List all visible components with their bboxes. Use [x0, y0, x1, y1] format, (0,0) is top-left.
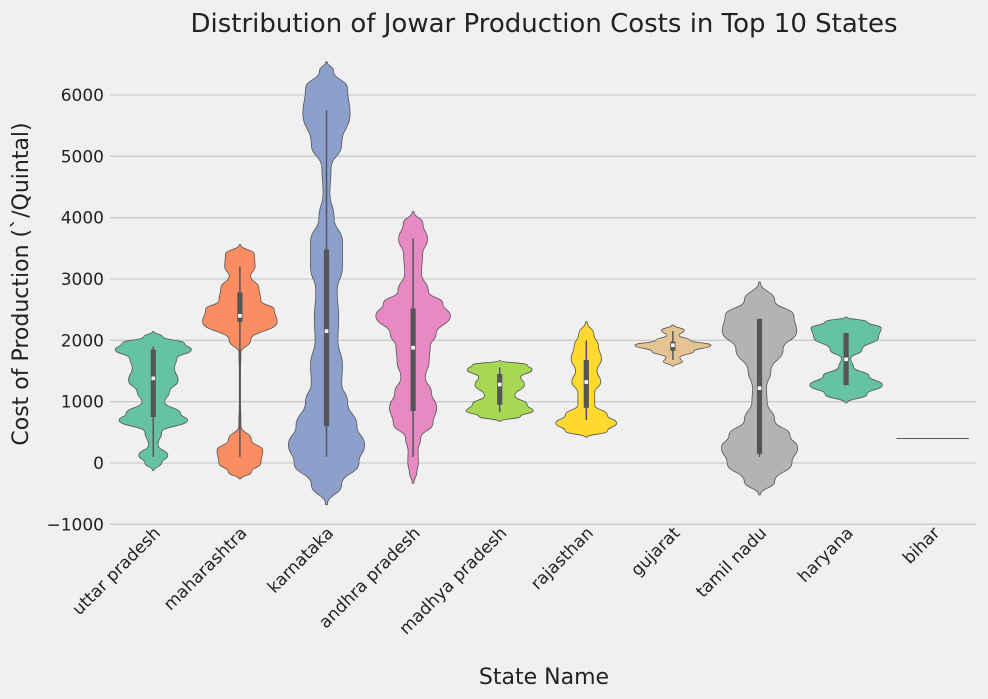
y-tick-label: 0 [93, 454, 104, 474]
y-tick-label: 1000 [61, 393, 104, 413]
violin-median-marker [671, 343, 675, 348]
violin-uttar-pradesh [114, 331, 192, 471]
violin-haryana [809, 316, 883, 404]
y-tick-label: 6000 [61, 86, 104, 106]
violin-median-marker [497, 382, 502, 387]
violin-iqr-box [323, 249, 330, 427]
y-axis-label: Cost of Production (`/Quintal) [9, 122, 34, 445]
violin-median-marker [151, 376, 156, 381]
violin-median-marker [324, 329, 329, 333]
chart-title: Distribution of Jowar Production Costs i… [190, 9, 897, 39]
violin-andhra-pradesh [375, 211, 451, 484]
violins [114, 61, 969, 506]
violin-karnataka [287, 61, 366, 506]
violin-iqr-box [410, 308, 416, 411]
violin-iqr-box [497, 374, 503, 405]
violin-median-marker [757, 386, 762, 390]
violin-iqr-box [237, 292, 243, 322]
violin-iqr-box [583, 359, 589, 408]
y-tick-labels: −1000 0 1000 2000 3000 4000 5000 6000 [46, 86, 104, 535]
violin-median-marker [411, 345, 415, 350]
violin-median-marker [584, 380, 589, 384]
y-tick-label: 4000 [61, 209, 104, 229]
y-tick-label: 3000 [61, 270, 104, 290]
violin-median-marker [238, 314, 242, 318]
violin-gujarat [634, 324, 712, 367]
violin-iqr-box [150, 349, 156, 417]
y-tick-label: 2000 [61, 331, 104, 351]
x-axis-label: State Name [479, 665, 609, 690]
violin-rajasthan [555, 321, 618, 438]
violin-madhya-pradesh [465, 360, 534, 422]
y-tick-label: 5000 [61, 147, 104, 167]
violin-maharashtra [202, 244, 278, 480]
y-tick-label: −1000 [46, 515, 104, 535]
violin-tamil-nadu [720, 281, 799, 496]
violin-iqr-box [756, 318, 763, 454]
violin-median-marker [844, 357, 848, 362]
